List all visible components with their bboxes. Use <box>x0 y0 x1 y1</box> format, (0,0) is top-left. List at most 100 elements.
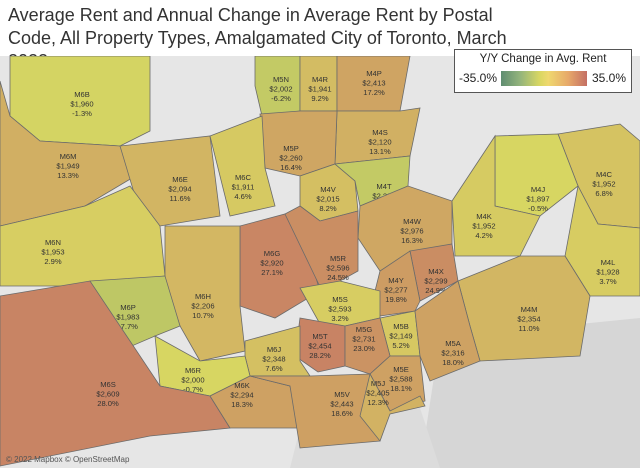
region-code-label: M4J <box>531 185 546 194</box>
legend-max-label: 35.0% <box>591 71 626 85</box>
region-rent-label: $1,952 <box>472 222 495 231</box>
region-change-label: 17.2% <box>363 88 385 97</box>
region-shape[interactable] <box>359 372 426 442</box>
region-code-label: M5T <box>312 332 328 341</box>
choropleth-map[interactable]: M6B$1,960-1.3% M5N$2,002-6.2%M4R$1,9419.2… <box>0 56 640 468</box>
region-rent-label: $2,731 <box>352 335 375 344</box>
region-rent-label: $2,976 <box>400 227 423 236</box>
region-code-label: M5N <box>273 75 289 84</box>
region-change-label: 16.3% <box>401 236 423 245</box>
region-code-label: M5G <box>356 325 373 334</box>
region-rent-label: $2,299 <box>424 277 447 286</box>
region-code-label: M5B <box>393 322 409 331</box>
region-change-label: 23.0% <box>353 344 375 353</box>
region-code-label: M5P <box>283 144 299 153</box>
region-change-label: -0.5% <box>528 204 548 213</box>
region-change-label: 18.3% <box>231 400 253 409</box>
region-change-label: 3.2% <box>331 314 349 323</box>
region-change-label: 10.7% <box>192 311 214 320</box>
region-rent-label: $2,405 <box>366 389 389 398</box>
legend-title: Y/Y Change in Avg. Rent <box>479 53 607 65</box>
region-rent-label: $2,120 <box>368 138 391 147</box>
region-change-label: 27.1% <box>261 268 283 277</box>
color-legend: Y/Y Change in Avg. Rent -35.0% 35.0% <box>454 49 632 93</box>
region-rent-label: $1,952 <box>592 180 615 189</box>
region-rent-label: $2,000 <box>181 376 204 385</box>
region-code-label: M4C <box>596 170 613 179</box>
region-code-label: M6E <box>172 175 188 184</box>
region-change-label: 16.4% <box>280 163 302 172</box>
region-rent-label: $2,588 <box>389 375 412 384</box>
region-shape[interactable] <box>0 185 166 287</box>
region-shape[interactable] <box>451 134 541 257</box>
region-change-label: 5.2% <box>392 341 410 350</box>
postal-region-m5n[interactable]: M5N$2,002-6.2% <box>254 56 301 117</box>
region-code-label: M6M <box>60 152 77 161</box>
region-change-label: 18.6% <box>331 409 353 418</box>
region-rent-label: $1,911 <box>232 183 255 192</box>
region-rent-label: $1,949 <box>56 162 79 171</box>
region-change-label: 13.3% <box>57 171 79 180</box>
region-code-label: M4M <box>521 305 538 314</box>
region-change-label: 11.6% <box>170 194 191 203</box>
region-code-label: M5E <box>393 365 409 374</box>
region-rent-label: $1,941 <box>308 85 331 94</box>
region-rent-label: $1,897 <box>526 195 549 204</box>
region-code-label: M4P <box>366 69 382 78</box>
region-change-label: -0.7% <box>183 385 203 394</box>
region-code-label: M4R <box>312 75 329 84</box>
region-rent-label: $2,094 <box>168 185 191 194</box>
region-code-label: M6N <box>45 238 61 247</box>
region-rent-label: $2,277 <box>384 286 407 295</box>
region-change-label: 28.0% <box>97 399 119 408</box>
region-change-label: 24.9% <box>425 286 447 295</box>
region-rent-label: $2,260 <box>279 154 302 163</box>
region-rent-label: $2,149 <box>389 332 412 341</box>
postal-region-m6b[interactable]: M6B$1,960-1.3% <box>9 56 151 147</box>
region-code-label: M4S <box>372 128 388 137</box>
region-change-label: 7.6% <box>265 364 283 373</box>
region-change-label: -6.2% <box>271 94 291 103</box>
region-rent-label: $2,206 <box>191 302 214 311</box>
region-code-label: M5A <box>445 339 462 348</box>
region-rent-label: $2,454 <box>308 342 331 351</box>
region-code-label: M6B <box>74 90 90 99</box>
region-change-label: 3.7% <box>599 277 617 286</box>
region-code-label: M5J <box>371 379 386 388</box>
region-code-label: M6S <box>100 380 116 389</box>
region-code-label: M6G <box>264 249 281 258</box>
region-rent-label: $2,920 <box>260 259 283 268</box>
region-change-label: 4.6% <box>234 192 252 201</box>
region-change-label: 19.8% <box>385 295 407 304</box>
region-change-label: -7.7% <box>118 322 138 331</box>
region-change-label: 28.2% <box>309 351 331 360</box>
map-area[interactable]: M6B $1,960 -1.3% M5N $2,002 -6.2% M4R $1,941 9.2… <box>0 56 640 468</box>
region-change-label: 2.9% <box>44 257 62 266</box>
postal-regions[interactable]: M6B$1,960-1.3% M5N$2,002-6.2%M4R$1,9419.2… <box>0 56 640 467</box>
region-shape[interactable] <box>209 115 276 217</box>
region-rent-label: $1,928 <box>596 268 619 277</box>
region-code-label: M4L <box>601 258 616 267</box>
region-change-label: 12.3% <box>367 398 389 407</box>
region-code-label: M5S <box>332 295 348 304</box>
region-rent-label: $2,443 <box>330 400 353 409</box>
region-rent-label: $2,015 <box>316 195 339 204</box>
region-code-label: M4X <box>428 267 444 276</box>
region-change-label: 4.2% <box>475 231 493 240</box>
region-code-label: M5V <box>334 390 351 399</box>
map-attribution: © 2022 Mapbox © OpenStreetMap <box>6 455 130 464</box>
region-code-label: M4W <box>403 217 422 226</box>
